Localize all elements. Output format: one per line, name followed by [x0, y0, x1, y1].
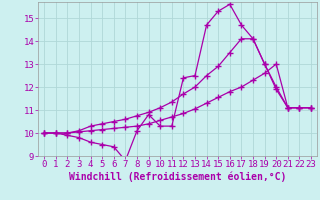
X-axis label: Windchill (Refroidissement éolien,°C): Windchill (Refroidissement éolien,°C) — [69, 172, 286, 182]
